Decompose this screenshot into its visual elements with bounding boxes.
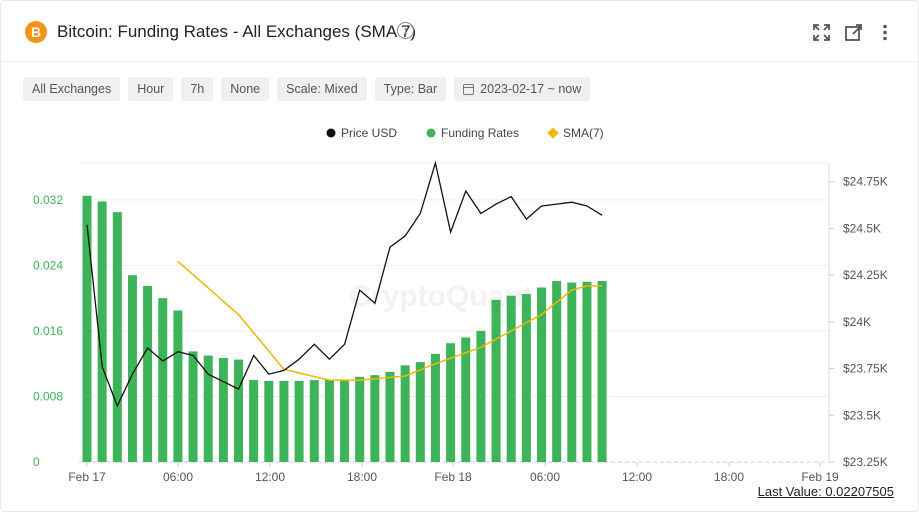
right-axis-tick: $23.75K xyxy=(843,362,888,376)
left-axis-tick: 0.008 xyxy=(33,389,63,403)
legend-price-marker xyxy=(326,128,336,138)
chart-toolbar: All Exchanges Hour 7h None Scale: Mixed … xyxy=(23,77,591,101)
funding-rate-bar xyxy=(537,287,546,462)
funding-rate-bar xyxy=(355,376,365,462)
x-axis-tick: Feb 19 xyxy=(801,470,839,484)
funding-rate-bar xyxy=(430,353,440,462)
funding-rate-bar xyxy=(446,343,456,462)
funding-rate-bar xyxy=(324,380,334,462)
right-axis-tick: $23.25K xyxy=(843,455,888,469)
right-axis-tick: $24.75K xyxy=(843,175,888,189)
funding-rate-bar xyxy=(370,375,380,462)
normalization-selector[interactable]: None xyxy=(221,77,270,101)
calendar-icon xyxy=(463,83,475,95)
funding-rate-bar xyxy=(582,281,592,462)
funding-rate-bar xyxy=(203,355,213,462)
funding-rate-bar xyxy=(249,380,259,462)
info-icon[interactable]: i xyxy=(397,22,414,39)
funding-rate-bar xyxy=(188,351,198,462)
range-selector[interactable]: 7h xyxy=(181,77,214,101)
funding-rate-bar xyxy=(264,380,274,462)
funding-rate-bar xyxy=(82,195,92,462)
funding-rate-bar xyxy=(234,359,243,462)
funding-bars xyxy=(82,195,607,462)
x-axis-tick: 12:00 xyxy=(622,470,652,484)
funding-rate-bar xyxy=(112,212,122,462)
x-axis-tick: Feb 18 xyxy=(434,470,472,484)
funding-rate-bar xyxy=(97,201,107,462)
legend-funding-marker xyxy=(426,128,436,138)
expand-icon[interactable] xyxy=(812,23,830,41)
legend-label: Funding Rates xyxy=(441,126,519,140)
chart-type-selector[interactable]: Type: Bar xyxy=(374,77,447,101)
more-vertical-icon[interactable] xyxy=(876,23,894,41)
funding-rate-bar xyxy=(218,357,228,462)
sma-line xyxy=(177,260,603,381)
right-axis-tick: $23.5K xyxy=(843,408,881,422)
x-axis-tick: 18:00 xyxy=(714,470,744,484)
header-actions xyxy=(812,23,894,41)
funding-rate-bar xyxy=(567,282,577,462)
chart-axes: 0 0.008 0.016 0.024 0.032 $23.25K $23.5K $23.75… xyxy=(33,175,888,484)
right-axis-tick: $24.25K xyxy=(843,268,888,282)
window-selector[interactable]: Hour xyxy=(128,77,174,101)
chart-header: B Bitcoin: Funding Rates - All Exchanges… xyxy=(1,1,918,62)
funding-rate-bar xyxy=(552,280,562,462)
legend-label: SMA(7) xyxy=(563,126,604,140)
funding-rate-bar xyxy=(158,298,168,462)
funding-rate-bar xyxy=(597,280,607,462)
funding-rate-bar xyxy=(415,362,425,462)
left-axis-tick: 0.024 xyxy=(33,258,63,272)
chart-title: Bitcoin: Funding Rates - All Exchanges (… xyxy=(57,22,417,41)
funding-rate-bar xyxy=(127,275,137,462)
x-axis-tick: 06:00 xyxy=(163,470,193,484)
funding-rate-bar xyxy=(521,294,531,462)
funding-rate-bar xyxy=(294,380,304,462)
funding-rate-bar xyxy=(173,310,183,462)
funding-rate-bar xyxy=(340,380,350,462)
x-axis-tick: Feb 17 xyxy=(68,470,106,484)
chart-lines xyxy=(86,160,603,408)
x-axis-tick: 18:00 xyxy=(347,470,377,484)
funding-rate-bar xyxy=(461,337,471,462)
date-range-picker[interactable]: 2023-02-17 ~ now xyxy=(454,77,591,101)
right-axis-tick: $24K xyxy=(843,315,871,329)
funding-rate-bar xyxy=(143,285,153,462)
funding-rates-chart[interactable]: Price USD Funding Rates SMA(7) CryptoQuant… xyxy=(1,116,918,496)
legend-label: Price USD xyxy=(341,126,397,140)
exchange-selector[interactable]: All Exchanges xyxy=(23,77,121,101)
funding-rate-bar xyxy=(476,330,486,462)
left-axis-tick: 0.032 xyxy=(33,193,63,207)
bitcoin-logo-icon: B xyxy=(25,21,47,43)
funding-rate-bar xyxy=(400,365,410,462)
funding-rate-bar xyxy=(385,371,395,462)
x-axis-tick: 12:00 xyxy=(255,470,285,484)
funding-rate-bar xyxy=(491,299,501,462)
funding-rate-bar xyxy=(309,380,319,462)
scale-selector[interactable]: Scale: Mixed xyxy=(277,77,367,101)
legend-sma-marker xyxy=(547,127,559,139)
left-axis-tick: 0.016 xyxy=(33,324,63,338)
left-axis-tick: 0 xyxy=(33,455,40,469)
funding-rate-bar xyxy=(506,295,516,462)
x-axis-tick: 06:00 xyxy=(530,470,560,484)
right-axis-tick: $24.5K xyxy=(843,221,881,235)
price-line xyxy=(86,160,603,408)
popout-icon[interactable] xyxy=(844,23,862,41)
last-value-link[interactable]: Last Value: 0.02207505 xyxy=(757,484,894,499)
date-range-label: 2023-02-17 ~ now xyxy=(480,82,582,96)
chart-legend: Price USD Funding Rates SMA(7) xyxy=(326,126,604,140)
funding-rate-bar xyxy=(279,380,289,462)
